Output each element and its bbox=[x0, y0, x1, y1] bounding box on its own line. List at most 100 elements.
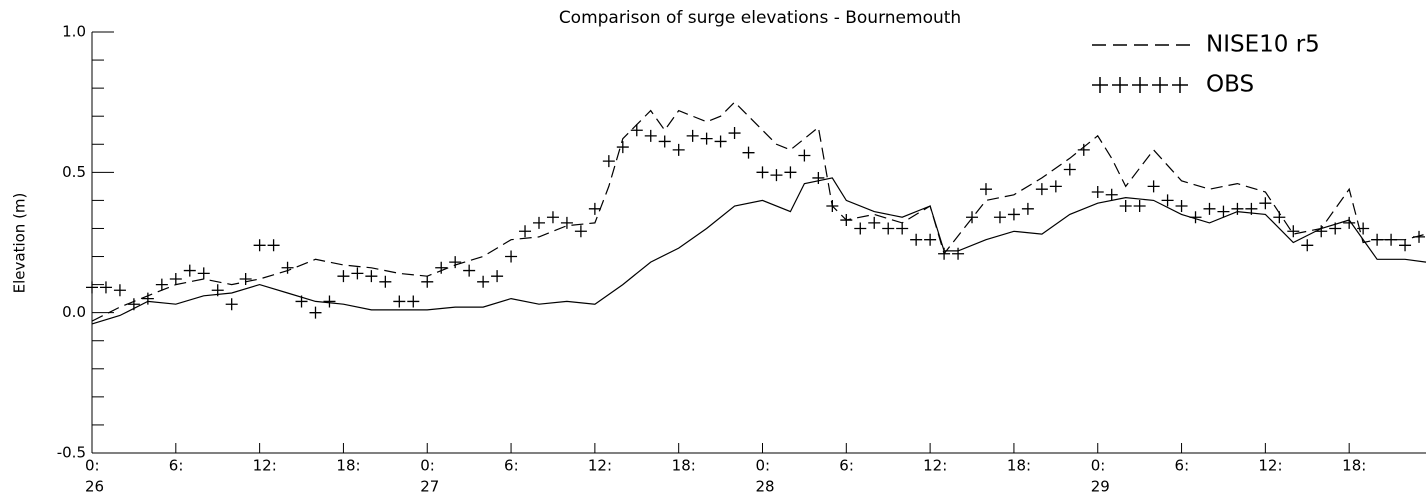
x-tick-label: 12: bbox=[253, 457, 277, 475]
legend-label: OBS bbox=[1206, 72, 1254, 98]
x-day-label: 28 bbox=[755, 478, 774, 496]
obs-marker bbox=[798, 149, 811, 162]
obs-marker bbox=[86, 281, 98, 294]
y-tick-label: 1.0 bbox=[62, 23, 86, 41]
obs-marker bbox=[183, 264, 196, 277]
obs-marker bbox=[826, 200, 839, 213]
x-day-label: 26 bbox=[85, 478, 104, 496]
obs-marker bbox=[616, 141, 629, 154]
obs-marker bbox=[421, 275, 434, 288]
obs-marker bbox=[337, 270, 350, 283]
obs-marker bbox=[1147, 180, 1160, 193]
obs-marker bbox=[323, 295, 336, 308]
obs-marker bbox=[281, 261, 294, 274]
obs-marker bbox=[658, 135, 671, 148]
obs-marker bbox=[532, 216, 545, 229]
obs-marker bbox=[1399, 239, 1412, 252]
obs-marker bbox=[155, 278, 168, 291]
obs-marker bbox=[1343, 216, 1356, 229]
obs-marker bbox=[574, 225, 587, 238]
obs-marker bbox=[1357, 222, 1370, 235]
obs-marker bbox=[784, 166, 797, 179]
obs-marker bbox=[225, 298, 238, 311]
obs-marker bbox=[672, 143, 685, 156]
obs-marker bbox=[505, 250, 518, 263]
x-tick-label: 18: bbox=[336, 457, 360, 475]
obs-marker bbox=[393, 295, 406, 308]
obs-marker bbox=[924, 233, 937, 246]
obs-marker bbox=[1385, 233, 1398, 246]
obs-marker bbox=[1231, 202, 1244, 215]
obs-marker bbox=[379, 275, 392, 288]
obs-marker bbox=[253, 239, 266, 252]
obs-marker bbox=[365, 270, 378, 283]
obs-marker bbox=[714, 135, 727, 148]
x-day-label: 27 bbox=[420, 478, 439, 496]
obs-marker bbox=[588, 202, 601, 215]
obs-marker bbox=[435, 261, 448, 274]
obs-marker bbox=[1175, 200, 1188, 213]
obs-marker bbox=[1287, 225, 1300, 238]
x-tick-label: 0: bbox=[420, 457, 435, 475]
legend-symbol bbox=[1092, 77, 1188, 93]
chart-title: Comparison of surge elevations - Bournem… bbox=[559, 8, 961, 28]
obs-marker bbox=[351, 267, 364, 280]
obs-marker bbox=[882, 222, 895, 235]
obs-marker bbox=[1315, 225, 1328, 238]
y-tick-label: 0.0 bbox=[62, 303, 86, 321]
obs-marker bbox=[728, 127, 741, 140]
obs-marker bbox=[966, 211, 979, 224]
obs-marker bbox=[952, 247, 965, 260]
obs-marker bbox=[519, 225, 532, 238]
x-tick-label: 0: bbox=[755, 457, 770, 475]
x-tick-label: 12: bbox=[588, 457, 612, 475]
obs-marker bbox=[854, 222, 867, 235]
obs-marker bbox=[742, 146, 755, 159]
obs-marker bbox=[1035, 183, 1048, 196]
obs-marker bbox=[700, 132, 713, 145]
obs-marker bbox=[896, 222, 909, 235]
x-tick-label: 12: bbox=[923, 457, 947, 475]
obs-marker bbox=[491, 270, 504, 283]
obs-marker bbox=[910, 233, 923, 246]
obs-marker bbox=[169, 272, 182, 285]
obs-marker bbox=[99, 281, 112, 294]
obs-marker bbox=[1371, 233, 1384, 246]
obs-marker bbox=[197, 267, 210, 280]
y-axis-label: Elevation (m) bbox=[11, 193, 29, 294]
x-tick-label: 18: bbox=[672, 457, 696, 475]
x-tick-label: 0: bbox=[85, 457, 100, 475]
obs-marker bbox=[1119, 200, 1132, 213]
obs-marker bbox=[1133, 200, 1146, 213]
obs-marker bbox=[1091, 185, 1104, 198]
obs-marker bbox=[1161, 194, 1174, 207]
obs-marker bbox=[1273, 211, 1286, 224]
x-tick-label: 12: bbox=[1258, 457, 1282, 475]
x-tick-label: 6: bbox=[504, 457, 519, 475]
obs-marker bbox=[1063, 163, 1076, 176]
obs-marker bbox=[560, 216, 573, 229]
obs-marker bbox=[993, 211, 1006, 224]
obs-marker bbox=[449, 256, 462, 269]
obs-marker bbox=[141, 292, 154, 305]
obs-marker bbox=[477, 275, 490, 288]
obs-marker bbox=[463, 264, 476, 277]
obs-marker bbox=[1007, 208, 1020, 221]
obs-marker bbox=[1413, 230, 1426, 243]
obs-marker bbox=[812, 171, 825, 184]
obs-marker bbox=[979, 183, 992, 196]
obs-marker bbox=[1259, 197, 1272, 210]
x-tick-label: 6: bbox=[1175, 457, 1190, 475]
obs-marker bbox=[407, 295, 420, 308]
obs-marker bbox=[239, 272, 252, 285]
obs-marker bbox=[1105, 188, 1118, 201]
obs-marker bbox=[756, 166, 769, 179]
x-tick-label: 6: bbox=[169, 457, 184, 475]
obs-marker bbox=[1203, 202, 1216, 215]
obs-marker bbox=[770, 169, 783, 182]
obs-marker bbox=[686, 129, 699, 142]
obs-marker bbox=[630, 124, 643, 137]
obs-marker bbox=[868, 216, 881, 229]
obs-marker bbox=[546, 211, 559, 224]
